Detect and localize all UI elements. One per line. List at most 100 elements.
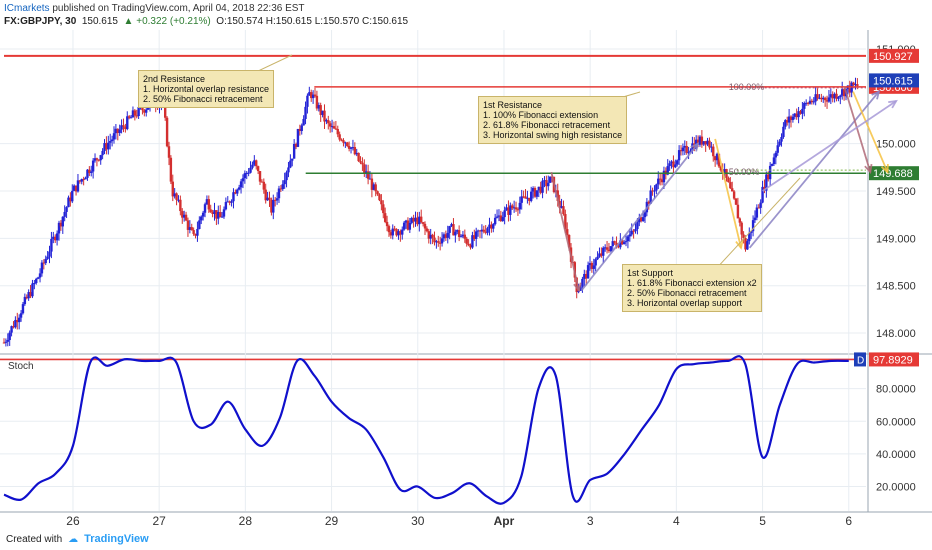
pullback-arrow <box>714 138 742 249</box>
candle-down <box>842 89 846 97</box>
note-item: 1. 61.8% Fibonacci extension x2 <box>627 278 757 288</box>
candle-up <box>488 224 491 229</box>
candle-up <box>84 177 87 180</box>
stoch-tick-label: 60.0000 <box>876 416 916 428</box>
candle-down <box>607 249 611 252</box>
candle-up <box>801 108 804 114</box>
candle-up <box>330 126 334 128</box>
candle-down <box>133 110 137 116</box>
candle-up <box>841 89 844 96</box>
candle-up <box>55 233 59 241</box>
note-1st-support[interactable]: 1st Support 1. 61.8% Fibonacci extension … <box>622 264 762 312</box>
candle-up <box>99 155 102 161</box>
candle-up <box>38 273 42 278</box>
candle-down <box>298 128 302 131</box>
candle-up <box>222 209 226 217</box>
candle-down <box>218 212 222 218</box>
candle-down <box>727 177 730 183</box>
candle-down <box>171 181 174 197</box>
price-tag-box <box>869 166 919 181</box>
candle-up <box>325 120 328 122</box>
candle-down <box>564 214 567 230</box>
candle-up <box>349 147 353 149</box>
candle-up <box>643 212 647 218</box>
candle-up <box>818 97 821 99</box>
candle-down <box>696 139 700 145</box>
stoch-tick-label: 20.0000 <box>876 482 916 494</box>
candle-up <box>537 186 540 191</box>
candle-up <box>677 150 681 161</box>
candle-up <box>44 258 47 264</box>
candle-down <box>359 161 362 163</box>
candle-up <box>791 116 795 120</box>
candle-up <box>782 126 785 138</box>
candle-down <box>478 230 482 232</box>
x-tick-label: 29 <box>325 514 339 528</box>
note-2nd-resistance[interactable]: 2nd Resistance 1. Horizontal overlap resi… <box>138 70 275 108</box>
candle-down <box>124 126 127 130</box>
candle-down <box>342 140 345 143</box>
candle-up <box>442 234 446 239</box>
candle-down <box>163 101 167 118</box>
projection-arrow <box>762 100 897 192</box>
candle-down <box>323 110 326 122</box>
tradingview-brand[interactable]: TradingView <box>84 533 149 545</box>
candle-up <box>201 212 205 217</box>
candle-up <box>137 107 140 116</box>
publisher-name[interactable]: ICmarkets <box>4 3 50 14</box>
price-tick-label: 149.500 <box>876 186 916 198</box>
note-1st-resistance[interactable]: 1st Resistance 1. 100% Fibonacci extensio… <box>478 96 628 144</box>
candle-up <box>497 215 501 217</box>
candle-up <box>245 172 248 174</box>
candle-up <box>778 141 781 146</box>
candle-up <box>101 150 104 156</box>
candle-down <box>482 229 485 232</box>
candle-up <box>410 217 413 223</box>
candle-down <box>463 234 467 239</box>
candle-down <box>444 234 448 238</box>
candle-up <box>689 150 692 153</box>
x-tick-label: 30 <box>411 514 425 528</box>
candle-up <box>57 222 61 234</box>
candle-up <box>67 197 70 208</box>
indicator-badge[interactable] <box>854 352 866 367</box>
candle-down <box>825 100 829 102</box>
candle-down <box>719 166 723 171</box>
candle-up <box>300 125 303 131</box>
candle-up <box>397 231 400 236</box>
candle-up <box>90 171 93 173</box>
candle-down <box>175 193 178 200</box>
candle-down <box>378 194 381 201</box>
candle-down <box>416 217 419 225</box>
candle-up <box>232 192 235 202</box>
candle-down <box>617 246 620 248</box>
stoch-tick-label: 40.0000 <box>876 449 916 461</box>
candle-up <box>772 157 776 165</box>
candle-down <box>374 184 377 192</box>
candle-up <box>146 107 150 110</box>
candle-up <box>583 273 586 279</box>
candle-down <box>757 207 760 209</box>
candle-down <box>361 162 364 165</box>
candle-down <box>387 226 391 233</box>
candle-down <box>575 277 578 293</box>
candle-down <box>767 174 770 180</box>
candle-up <box>454 231 457 236</box>
candle-up <box>804 102 808 104</box>
candle-up <box>448 226 451 233</box>
candle-down <box>319 105 322 115</box>
candle-up <box>602 247 605 256</box>
candle-up <box>272 199 275 213</box>
candle-up <box>35 278 38 284</box>
candle-down <box>234 192 237 194</box>
stoch-pane[interactable] <box>0 356 866 511</box>
candle-up <box>793 113 796 117</box>
candle-up <box>418 216 421 225</box>
candle-up <box>541 180 544 193</box>
note-item: 1. 100% Fibonacci extension <box>483 110 599 120</box>
stoch-line <box>3 355 849 505</box>
candle-up <box>224 202 228 210</box>
candle-down <box>704 141 707 145</box>
candle-down <box>383 213 387 222</box>
stoch-tick-label: 80.0000 <box>876 384 916 396</box>
